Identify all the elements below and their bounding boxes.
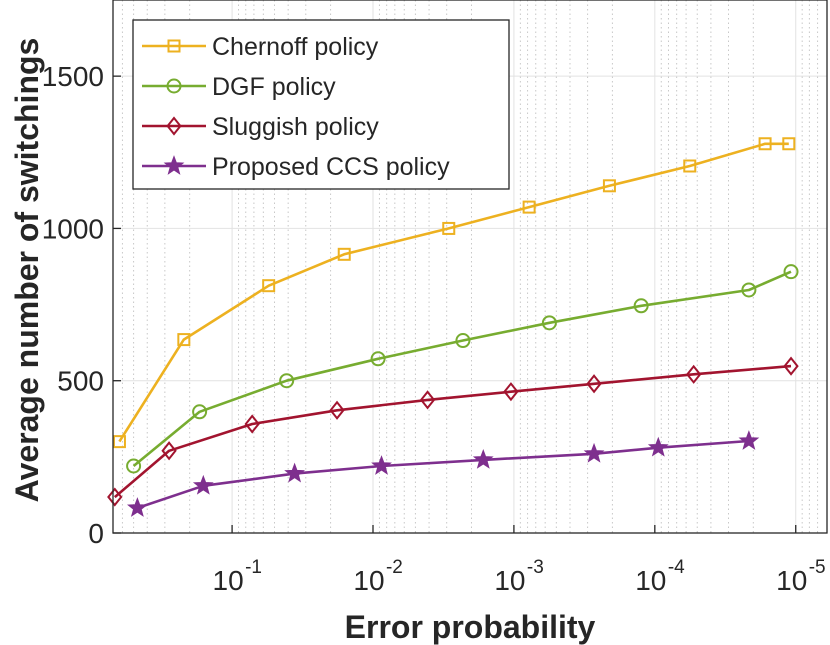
- x-tick-label: 10: [635, 565, 666, 596]
- data-point: [192, 474, 214, 495]
- data-point: [633, 298, 649, 314]
- data-point: [177, 333, 191, 347]
- data-point: [647, 436, 669, 457]
- legend-entry: Chernoff policy: [142, 33, 379, 61]
- data-point: [192, 404, 208, 420]
- x-tick-label: 10: [213, 565, 244, 596]
- series-line: [113, 364, 792, 499]
- data-point: [329, 400, 345, 420]
- data-point: [685, 364, 702, 384]
- legend-entry: DGF policy: [142, 73, 336, 101]
- data-point: [442, 221, 456, 235]
- data-point: [161, 441, 177, 461]
- legend-entry: Sluggish policy: [142, 113, 379, 141]
- data-point: [262, 279, 276, 293]
- x-tick-label: 10: [494, 565, 525, 596]
- legend-label: Sluggish policy: [212, 113, 379, 141]
- legend-label: Chernoff policy: [212, 33, 379, 61]
- data-point: [455, 333, 471, 349]
- data-point: [112, 435, 126, 449]
- data-point: [782, 137, 796, 151]
- series-line: [136, 439, 749, 510]
- series-dgf-policy: [126, 264, 799, 474]
- y-tick-label: 1500: [42, 61, 104, 92]
- x-tick-label: 10: [353, 565, 384, 596]
- data-point: [279, 373, 295, 389]
- series-proposed-ccs-policy: [126, 430, 760, 517]
- data-point: [107, 487, 123, 507]
- legend-marker: [163, 155, 185, 175]
- data-point: [783, 356, 799, 376]
- data-point: [586, 374, 602, 394]
- data-point: [337, 247, 351, 261]
- data-point: [371, 455, 392, 475]
- legend-label: DGF policy: [212, 73, 336, 101]
- plot-frame: [112, 0, 828, 534]
- data-point: [370, 351, 386, 367]
- series-chernoff-policy: [112, 137, 796, 449]
- y-tick-label: 1000: [42, 213, 104, 244]
- x-tick-exponent: -5: [809, 557, 826, 578]
- x-axis-ticks: 10 -1 10 -2 10 -3 10 -4 10 -5: [213, 525, 826, 596]
- data-point: [244, 414, 260, 434]
- data-point: [126, 458, 142, 474]
- x-tick-exponent: -2: [386, 557, 403, 578]
- data-point: [683, 159, 697, 173]
- data-point: [583, 442, 605, 463]
- x-axis-title: Error probability: [345, 609, 596, 645]
- y-axis-ticks: 0 500 1000 1500: [42, 61, 121, 549]
- data-point: [738, 430, 760, 450]
- data-point: [783, 264, 799, 280]
- y-axis-title: Average number of switchings: [9, 38, 45, 503]
- data-point: [284, 462, 305, 483]
- legend-label: Proposed CCS policy: [212, 153, 450, 181]
- legend-box: [132, 19, 510, 190]
- x-tick-label: 10: [776, 565, 807, 596]
- series-layer: [107, 137, 799, 517]
- x-tick-exponent: -1: [245, 557, 262, 578]
- y-tick-label: 0: [88, 518, 104, 549]
- data-point: [741, 282, 757, 298]
- legend-marker: [166, 78, 182, 94]
- x-tick-exponent: -4: [668, 557, 685, 578]
- data-point: [758, 137, 772, 151]
- x-tick-exponent: -3: [527, 557, 544, 578]
- legend: Chernoff policy DGF policy Sluggish policy…: [132, 19, 510, 190]
- data-point: [503, 382, 519, 402]
- series-sluggish-policy: [107, 356, 799, 507]
- legend-entry: Proposed CCS policy: [142, 153, 450, 181]
- data-point: [419, 390, 436, 410]
- data-point: [522, 200, 536, 214]
- data-point: [602, 179, 616, 193]
- data-point: [541, 315, 557, 331]
- legend-marker: [166, 116, 182, 136]
- legend-marker: [167, 39, 181, 53]
- series-line: [118, 142, 789, 443]
- y-tick-label: 500: [57, 366, 104, 397]
- series-line: [132, 270, 792, 468]
- data-point: [472, 448, 494, 469]
- minor-grid: [121, 0, 819, 533]
- data-point: [126, 497, 148, 517]
